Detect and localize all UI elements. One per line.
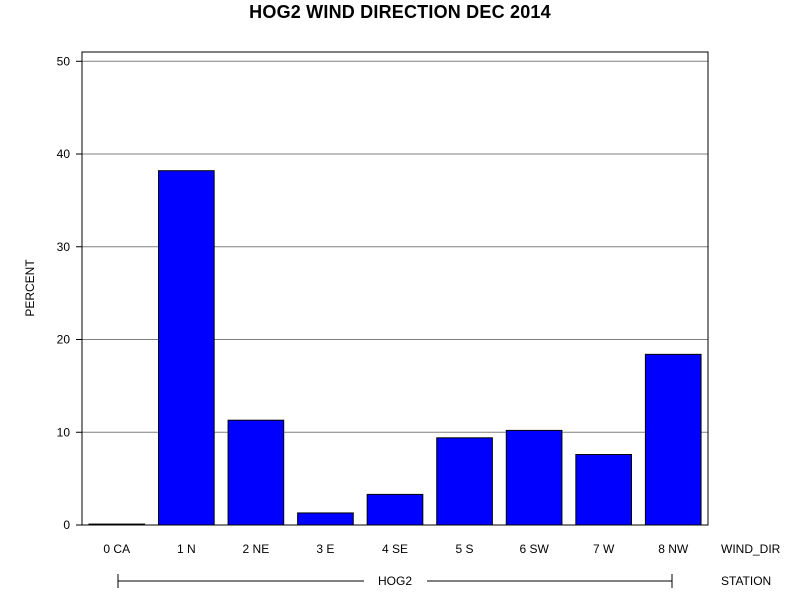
y-axis: 0 10 20 30 40 50 [57, 54, 82, 532]
y-tick-label: 20 [57, 333, 71, 347]
gridlines [82, 60, 708, 433]
x-tick-label: 7 W [593, 542, 615, 556]
bar [227, 419, 285, 526]
x-tick-label: 1 N [177, 542, 196, 556]
x-axis-label: WIND_DIR [721, 542, 781, 556]
y-tick-label: 0 [63, 518, 70, 532]
y-axis-label: PERCENT [23, 259, 37, 317]
bar [644, 353, 702, 526]
y-tick-label: 10 [57, 425, 71, 439]
y-tick-label: 40 [57, 147, 71, 161]
bars [88, 170, 702, 526]
x-tick-label: 4 SE [382, 542, 408, 556]
x-tick-label: 5 S [456, 542, 474, 556]
group-axis-label: STATION [721, 574, 771, 588]
group-label: HOG2 [378, 574, 412, 588]
bar [297, 512, 354, 526]
bar [436, 437, 493, 526]
y-tick-label: 30 [57, 240, 71, 254]
x-axis: 0 CA 1 N 2 NE 3 E 4 SE 5 S 6 SW 7 W 8 NW [103, 542, 688, 556]
x-tick-label: 3 E [316, 542, 334, 556]
bar [158, 170, 215, 526]
bar [575, 454, 632, 526]
bar [505, 429, 563, 526]
x-tick-label: 2 NE [243, 542, 270, 556]
chart-title: HOG2 WIND DIRECTION DEC 2014 [249, 2, 551, 22]
y-tick-label: 50 [57, 54, 71, 68]
plot-frame [81, 51, 709, 526]
x-tick-label: 0 CA [103, 542, 130, 556]
x-tick-label: 8 NW [658, 542, 689, 556]
x-tick-label: 6 SW [519, 542, 549, 556]
bar [366, 493, 424, 526]
